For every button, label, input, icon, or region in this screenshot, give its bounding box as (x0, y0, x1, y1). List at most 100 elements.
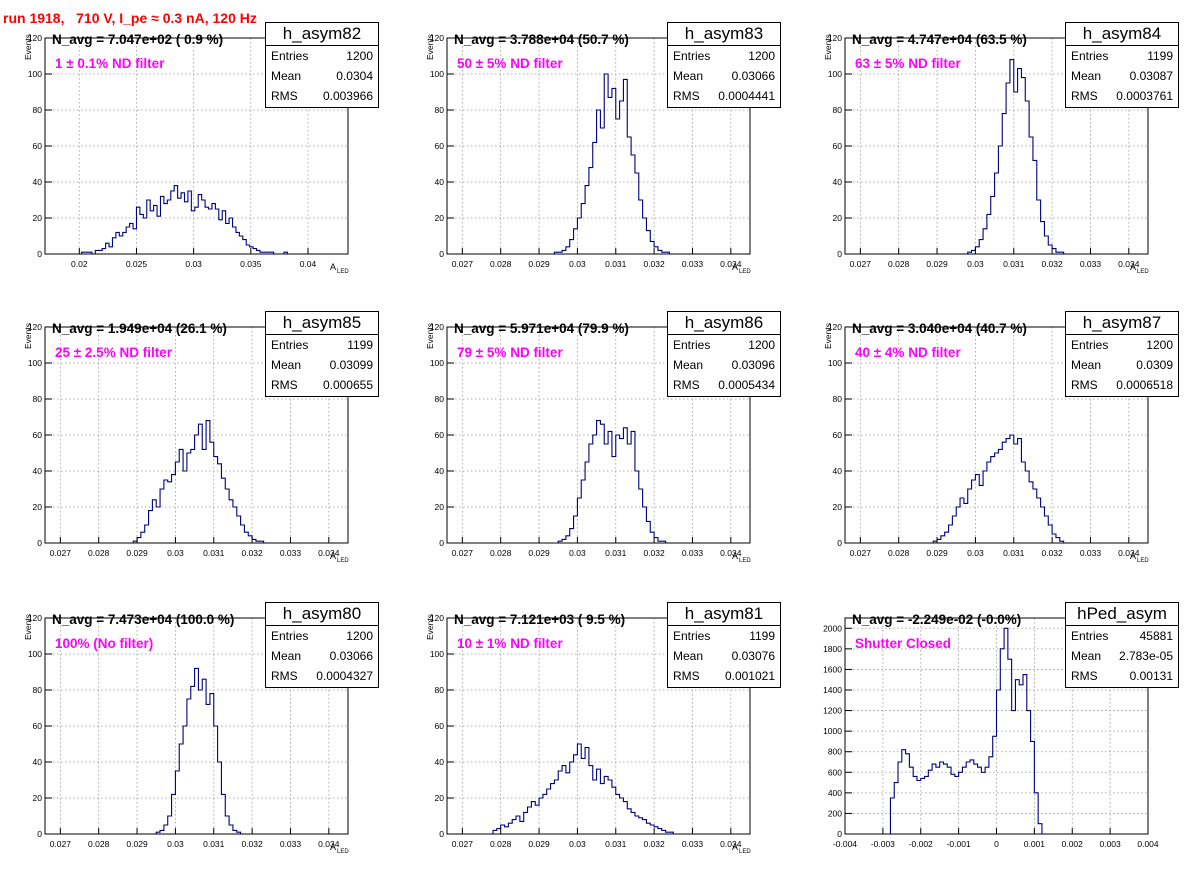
y-tick-label: 20 (435, 793, 445, 803)
stats-row-rms: RMS 0.003966 (266, 86, 378, 106)
stats-row-entries: Entries 1200 (668, 335, 780, 355)
stats-box: h_asym85 Entries 1199 Mean 0.03099 RMS 0.00065… (265, 311, 379, 397)
y-tick-label: 100 (28, 358, 42, 368)
y-tick-label: 600 (828, 767, 842, 777)
y-tick-label: 100 (828, 69, 842, 79)
x-tick-label: 0.001 (1024, 839, 1046, 849)
y-tick-label: 1800 (823, 644, 842, 654)
stats-value-entries: 1199 (347, 338, 373, 352)
y-tick-label: 100 (28, 69, 42, 79)
stats-label-entries: Entries (1071, 629, 1109, 643)
x-axis-label-sub: LED (337, 558, 349, 564)
y-tick-label: 40 (33, 757, 43, 767)
filter-label: 50 ± 5% ND filter (457, 56, 563, 71)
stats-label-entries: Entries (271, 629, 309, 643)
stats-box: h_asym86 Entries 1200 Mean 0.03096 RMS 0.00054… (667, 311, 781, 397)
x-tick-label: 0.025 (126, 259, 148, 269)
x-tick-label: 0.032 (241, 548, 263, 558)
stats-value-mean: 0.03066 (731, 69, 775, 83)
stats-row-entries: Entries 1199 (1066, 46, 1178, 66)
x-tick-label: 0.03 (967, 548, 984, 558)
y-tick-label: 120 (828, 322, 842, 332)
x-tick-label: 0.027 (850, 548, 872, 558)
stats-value-mean: 0.03099 (329, 358, 373, 372)
stats-label-mean: Mean (673, 358, 704, 372)
panel-title: N_avg = 5.971e+04 (79.9 %) (454, 321, 629, 336)
x-tick-label: 0.033 (280, 548, 302, 558)
x-tick-label: 0.029 (528, 548, 550, 558)
stats-value-entries: 1200 (346, 629, 373, 643)
x-tick-label: 0.034 (720, 839, 742, 849)
stats-label-rms: RMS (1071, 378, 1098, 392)
x-tick-label: 0.031 (1003, 548, 1025, 558)
y-axis-label: Events (425, 323, 435, 349)
stats-row-mean: Mean 0.0309 (1066, 355, 1178, 375)
stats-label-mean: Mean (673, 69, 704, 83)
stats-row-mean: Mean 2.783e-05 (1066, 646, 1178, 666)
stats-value-rms: 0.00131 (1129, 669, 1173, 683)
y-tick-label: 20 (435, 502, 445, 512)
x-tick-label: 0.03 (167, 839, 184, 849)
stats-value-mean: 0.0304 (336, 69, 373, 83)
x-axis-label: A (1130, 262, 1136, 272)
stats-row-mean: Mean 0.03087 (1066, 66, 1178, 86)
stats-label-rms: RMS (1071, 669, 1098, 683)
y-tick-label: 40 (435, 757, 445, 767)
x-axis-label: A (732, 551, 738, 561)
histogram-series (557, 420, 667, 543)
stats-value-mean: 0.03076 (731, 649, 775, 663)
y-tick-label: 120 (430, 322, 444, 332)
x-tick-label: 0.03 (167, 548, 184, 558)
x-tick-label: 0.003 (1099, 839, 1121, 849)
stats-value-mean: 2.783e-05 (1118, 649, 1173, 663)
stats-value-rms: 0.0006518 (1116, 378, 1173, 392)
x-tick-label: 0.02 (71, 259, 88, 269)
stats-row-entries: Entries 1200 (266, 626, 378, 646)
y-tick-label: 80 (435, 685, 445, 695)
x-tick-label: 0.031 (605, 259, 627, 269)
x-tick-label: 0.027 (850, 259, 872, 269)
stats-label-mean: Mean (1071, 649, 1102, 663)
filter-label: Shutter Closed (855, 636, 952, 651)
x-tick-label: 0.032 (1041, 548, 1063, 558)
x-tick-label: 0.028 (888, 548, 910, 558)
y-tick-label: 100 (430, 649, 444, 659)
stats-label-rms: RMS (673, 669, 700, 683)
stats-label-mean: Mean (271, 649, 302, 663)
stats-label-entries: Entries (1071, 338, 1109, 352)
x-tick-label: 0.031 (1003, 259, 1025, 269)
x-tick-label: 0.034 (1118, 259, 1140, 269)
histogram-name: h_asym83 (668, 23, 780, 46)
x-axis-label-sub: LED (1137, 269, 1149, 275)
stats-label-rms: RMS (271, 378, 298, 392)
stats-label-mean: Mean (1071, 69, 1102, 83)
histogram-series (155, 667, 242, 834)
y-tick-label: 60 (833, 141, 843, 151)
y-tick-label: 2000 (823, 623, 842, 633)
x-tick-label: 0.03 (967, 259, 984, 269)
x-tick-label: 0.027 (452, 259, 474, 269)
x-tick-label: 0.034 (318, 548, 340, 558)
y-tick-label: 40 (33, 466, 43, 476)
x-tick-label: 0.032 (241, 839, 263, 849)
stats-label-mean: Mean (271, 358, 302, 372)
y-tick-label: 120 (828, 33, 842, 43)
stats-label-mean: Mean (1071, 358, 1102, 372)
stats-label-mean: Mean (271, 69, 302, 83)
y-tick-label: 400 (828, 788, 842, 798)
x-tick-label: 0.004 (1137, 839, 1159, 849)
x-tick-label: 0.029 (926, 548, 948, 558)
x-tick-label: 0.033 (280, 839, 302, 849)
stats-row-entries: Entries 1199 (668, 626, 780, 646)
x-tick-label: 0.029 (528, 259, 550, 269)
stats-label-rms: RMS (271, 669, 298, 683)
histogram-series (492, 743, 674, 834)
run-title: run 1918, 710 V, I_pe ≈ 0.3 nA, 120 Hz (3, 10, 257, 26)
filter-label: 1 ± 0.1% ND filter (55, 56, 165, 71)
y-tick-label: 0 (837, 829, 842, 839)
y-tick-label: 0 (37, 538, 42, 548)
y-tick-label: 40 (833, 466, 843, 476)
stats-value-rms: 0.0005434 (718, 378, 775, 392)
x-tick-label: -0.001 (947, 839, 971, 849)
x-tick-label: 0.03 (569, 259, 586, 269)
